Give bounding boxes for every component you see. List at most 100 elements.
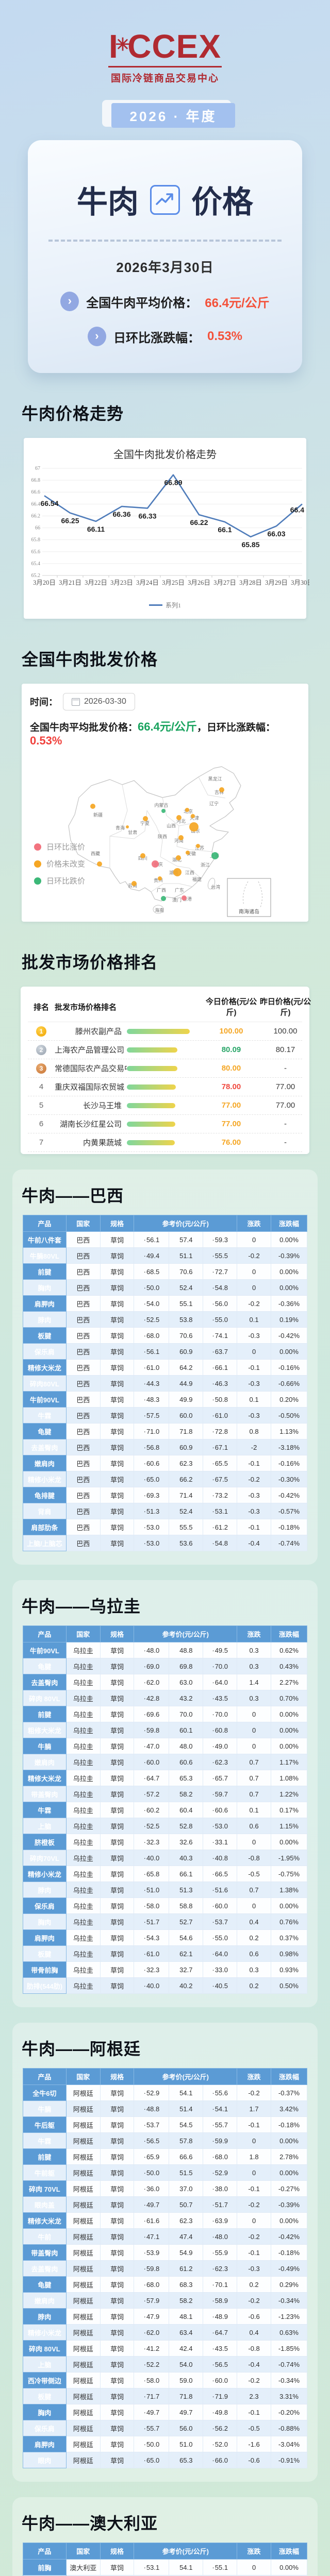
country-name: 阿根廷 [65, 2212, 101, 2229]
price-high: 70.1 [203, 2276, 238, 2293]
price-mid: 71.8 [169, 2388, 204, 2404]
price-mid: 51.4 [169, 2100, 204, 2117]
map-legend-item: 日环比跌价 [34, 875, 85, 886]
change: -0.8 [237, 2340, 271, 2357]
legend-series-label: 系列1 [165, 602, 181, 609]
price-high: 43.5 [203, 1690, 238, 1706]
market-dot [178, 835, 184, 840]
price-low: 60.2 [134, 1802, 170, 1818]
rank-cell: 1 [28, 1026, 55, 1037]
price-high: 56.0 [203, 1295, 238, 1312]
table-row: 保乐肩澳大利亚草饲63.364.365.3-0.2-0.31% [23, 2575, 307, 2576]
stat-label: 全国牛肉平均价格： [86, 296, 198, 310]
table-row: 2 上海农产品管理公司 80.09 80.17 [28, 1041, 302, 1059]
spec: 草饲 [100, 2452, 135, 2468]
page-title: 牛肉 价格 [43, 177, 287, 222]
price-low: 41.2 [134, 2340, 170, 2357]
country-name: 乌拉圭 [65, 1866, 101, 1882]
yesterday-price: 77.00 [275, 1082, 295, 1091]
bar-cell [127, 1065, 204, 1071]
spec: 草饲 [100, 2324, 135, 2341]
section-title-country: 牛肉——阿根廷 [22, 2040, 141, 2058]
product-name: 脖肉 [23, 1311, 67, 1328]
table-row: 嫩肩肉阿根廷草饲57.958.258.9-0.2-0.34% [23, 2292, 307, 2309]
table-row: 牛霖乌拉圭草饲60.260.460.60.10.17% [23, 1802, 307, 1818]
price-high: 63.9 [203, 2212, 238, 2229]
brand-logo-text: I✳CCEX [108, 28, 222, 65]
change: -0.1 [237, 1519, 271, 1535]
table-row: 4 重庆双福国际农贸城 78.00 77.00 [28, 1078, 302, 1096]
price-high: 66.1 [203, 1359, 238, 1376]
price-mid: 71.8 [169, 1423, 204, 1439]
country-name: 乌拉圭 [65, 1786, 101, 1802]
spec: 草饲 [100, 1754, 135, 1770]
table-row: 碎肉80VL巴西草饲44.344.946.3-0.3-0.66% [23, 1375, 307, 1392]
price-low: 69.6 [134, 1706, 170, 1722]
province-label-辽宁: 辽宁 [209, 801, 219, 806]
country-name: 阿根廷 [65, 2244, 101, 2261]
map-legend-item: 日环比涨价 [34, 841, 85, 852]
column-header: 参考价(元/公斤) [134, 1215, 238, 1232]
legend-dot-icon [34, 860, 41, 868]
change: 1.7 [237, 2100, 271, 2117]
change-pct: 2.27% [271, 1674, 307, 1690]
price-mid: 51.0 [169, 2436, 204, 2452]
price-high: 33.0 [203, 1961, 238, 1978]
price-mid: 32.7 [169, 1961, 204, 1978]
country-name: 乌拉圭 [65, 1722, 101, 1738]
table-row: 保乐肩巴西草饲56.160.963.700.00% [23, 1343, 307, 1360]
product-name: 带盖臀肉 [23, 2244, 67, 2261]
change: 0 [237, 1231, 271, 1248]
price-low: 52.5 [134, 1818, 170, 1834]
change: -0.3 [237, 1327, 271, 1344]
price-low: 51.7 [134, 1913, 170, 1930]
change: 0.4 [237, 2324, 271, 2341]
change: 0 [237, 2559, 271, 2575]
product-name: 眼肉 [23, 2452, 67, 2468]
product-name: 肩部肋条 [23, 1519, 67, 1535]
dashed-divider [48, 240, 282, 242]
spec: 草饲 [100, 2276, 135, 2293]
price-low: 68.0 [134, 1327, 170, 1344]
spec: 草饲 [100, 2180, 135, 2197]
price-high: 48.9 [203, 2308, 238, 2325]
change: -0.5 [237, 1866, 271, 1882]
change-pct: -0.74% [271, 2356, 307, 2372]
change-pct: -3.04% [271, 2436, 307, 2452]
spec: 草饲 [100, 1279, 135, 1296]
date-picker-field[interactable]: 2026-03-30 [63, 693, 135, 710]
country-name: 乌拉圭 [65, 1961, 101, 1978]
product-name: 牛前90VL [23, 1391, 67, 1408]
price-mid: 60.9 [169, 1439, 204, 1455]
country-name: 阿根廷 [65, 2260, 101, 2277]
table-row: 胸肉阿根廷草饲49.749.749.8-0.1-0.20% [23, 2404, 307, 2420]
trend-chart-card: 全国牛肉批发价格走势 67 66.8 66.6 66.4 66.2 66 65.8 65.6 6… [24, 438, 314, 619]
table-row: 去盖臀肉阿根廷草饲59.861.262.3-0.3-0.49% [23, 2260, 307, 2277]
change: -0.2 [237, 2292, 271, 2309]
product-name: 背肩 [23, 1503, 67, 1519]
change: 0.1 [237, 1311, 271, 1328]
y-axis-tick: 65.2 [31, 573, 41, 579]
change-pct: -0.30% [271, 1471, 307, 1487]
rank-cell: 4 [39, 1082, 44, 1091]
table-row: 精修大米龙阿根廷草饲61.662.363.900.00% [23, 2212, 307, 2229]
x-axis-label: 3月25日 [162, 579, 185, 586]
market-dot [196, 844, 200, 848]
product-name: 保乐肩 [23, 2420, 67, 2436]
spec: 草饲 [100, 1850, 135, 1866]
price-mid: 50.7 [169, 2196, 204, 2213]
table-row: 全牛6切阿根廷草饲52.954.155.6-0.2-0.37% [23, 2084, 307, 2101]
country-name: 阿根廷 [65, 2340, 101, 2357]
province-label-陕西: 陕西 [158, 834, 167, 839]
market-dot [173, 868, 182, 876]
spec: 草饲 [100, 1407, 135, 1423]
product-name: 胸肉 [23, 1913, 67, 1930]
product-name: 牛后躯 [23, 2116, 67, 2133]
table-row: 肩部肋条巴西草饲53.055.561.2-0.1-0.18% [23, 1519, 307, 1535]
country-name: 阿根廷 [65, 2164, 101, 2181]
legend-dot-icon [34, 843, 41, 851]
data-point-label: 66.1 [218, 526, 232, 534]
map-legend-item: 价格未改变 [34, 858, 85, 869]
price-mid: 48.0 [169, 1738, 204, 1754]
change-pct: 1.15% [271, 1818, 307, 1834]
